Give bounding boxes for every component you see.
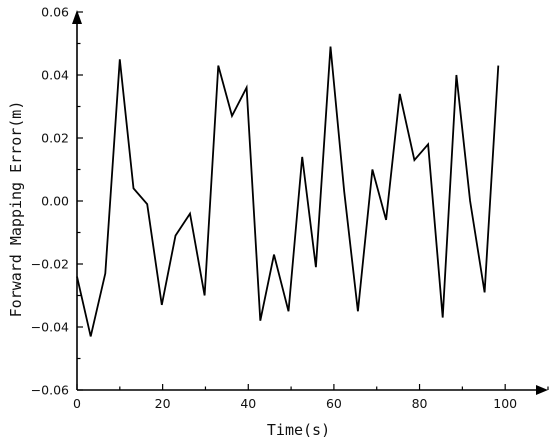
x-tick-label: 60: [326, 396, 342, 411]
y-tick-label: 0.04: [41, 68, 69, 83]
x-tick-label: 100: [493, 396, 517, 411]
y-tick-label: −0.06: [31, 383, 69, 398]
x-tick-label: 80: [412, 396, 428, 411]
series-layer: [76, 46, 500, 337]
y-axis-arrow: [72, 10, 82, 24]
axes: [72, 10, 548, 395]
y-axis-title: Forward Mapping Error(m): [7, 101, 25, 318]
y-tick-label: 0.06: [41, 5, 69, 20]
series-line: [76, 46, 500, 337]
x-ticks: 0 20 40 60 80 100: [73, 384, 549, 411]
x-axis-arrow: [536, 385, 548, 395]
y-tick-label: −0.04: [31, 320, 69, 335]
y-tick-label: 0.02: [41, 131, 69, 146]
x-tick-label: 40: [240, 396, 256, 411]
y-tick-label: −0.02: [31, 257, 69, 272]
x-axis-title: Time(s): [267, 421, 330, 439]
y-tick-label: 0.00: [41, 194, 69, 209]
x-tick-label: 0: [73, 396, 81, 411]
y-ticks: −0.06 −0.04 −0.02 0.00 0.02 0.04 0.06: [31, 5, 83, 398]
x-tick-label: 20: [155, 396, 171, 411]
